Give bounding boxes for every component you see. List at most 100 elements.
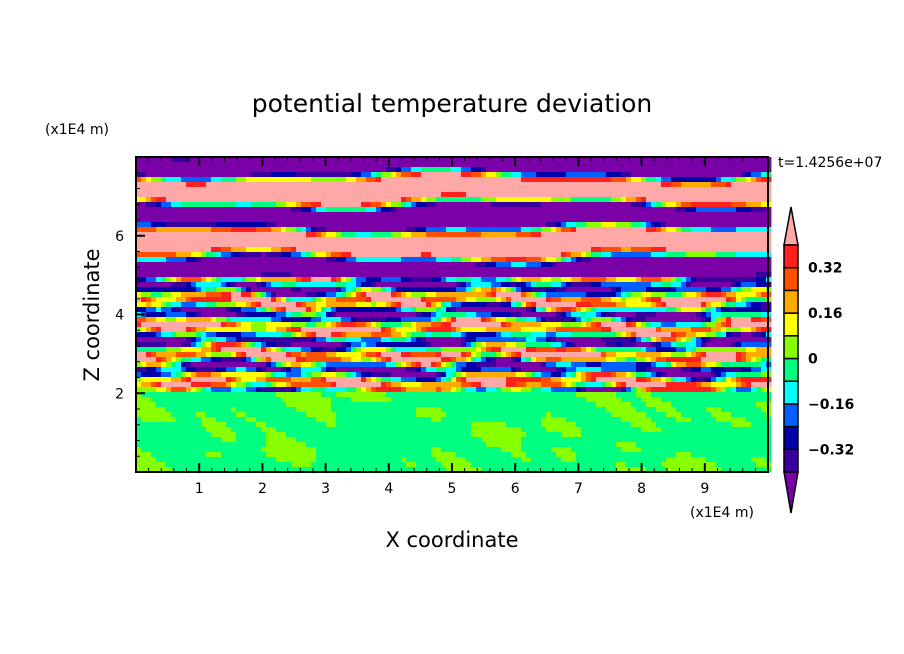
contour-cell (611, 242, 617, 248)
contour-cell (621, 172, 627, 178)
contour-cell (341, 327, 347, 333)
contour-cell (546, 237, 552, 243)
contour-cell (646, 312, 652, 318)
contour-cell (186, 277, 192, 283)
contour-cell (276, 327, 282, 333)
contour-cell (351, 272, 357, 278)
contour-cell (256, 232, 262, 238)
contour-cell (506, 252, 512, 258)
contour-cell (281, 172, 287, 178)
contour-cell (636, 317, 642, 323)
contour-cell (506, 192, 512, 198)
contour-cell (301, 332, 307, 338)
contour-cell (551, 307, 557, 313)
contour-cell (326, 272, 332, 278)
contour-cell (346, 222, 352, 228)
contour-cell (671, 197, 677, 203)
contour-cell (176, 317, 182, 323)
contour-cell (711, 317, 717, 323)
contour-cell (541, 347, 547, 353)
contour-cell (421, 167, 427, 173)
contour-cell (321, 162, 327, 168)
contour-cell (261, 342, 267, 348)
contour-cell (321, 302, 327, 308)
contour-cell (721, 167, 727, 173)
contour-cell (371, 332, 377, 338)
contour-cell (546, 167, 552, 173)
contour-cell (291, 202, 297, 208)
contour-cell (571, 302, 577, 308)
contour-cell (436, 332, 442, 338)
contour-cell (216, 282, 222, 288)
contour-cell (661, 192, 667, 198)
contour-cell (321, 172, 327, 178)
contour-cell (691, 202, 697, 208)
contour-cell (346, 212, 352, 218)
contour-cell (291, 162, 297, 168)
contour-cell (286, 237, 292, 243)
contour-cell (496, 172, 502, 178)
contour-cell (606, 202, 612, 208)
contour-cell (581, 347, 587, 353)
contour-cell (206, 262, 212, 268)
contour-cell (601, 262, 607, 268)
contour-cell (691, 157, 697, 163)
contour-cell (321, 177, 327, 183)
contour-cell (391, 247, 397, 253)
contour-cell (611, 312, 617, 318)
contour-cell (661, 227, 667, 233)
contour-cell (396, 202, 402, 208)
contour-cell (741, 257, 747, 263)
contour-cell (156, 302, 162, 308)
contour-cell (681, 217, 687, 223)
contour-cell (566, 182, 572, 188)
contour-cell (281, 242, 287, 248)
contour-cell (551, 167, 557, 173)
contour-cell (726, 157, 732, 163)
contour-cell (346, 197, 352, 203)
contour-cell (166, 337, 172, 343)
contour-cell (616, 192, 622, 198)
contour-cell (246, 252, 252, 258)
contour-cell (581, 172, 587, 178)
contour-cell (626, 172, 632, 178)
contour-cell (661, 292, 667, 298)
contour-cell (526, 322, 532, 328)
contour-cell (266, 177, 272, 183)
contour-cell (651, 287, 657, 293)
contour-cell (161, 157, 167, 163)
contour-cell (351, 237, 357, 243)
contour-cell (581, 342, 587, 348)
contour-cell (206, 257, 212, 263)
contour-cell (291, 332, 297, 338)
contour-cell (336, 217, 342, 223)
contour-cell (536, 212, 542, 218)
contour-cell (301, 347, 307, 353)
contour-cell (176, 167, 182, 173)
contour-cell (526, 197, 532, 203)
contour-cell (551, 177, 557, 183)
contour-cell (751, 227, 757, 233)
contour-cell (156, 342, 162, 348)
contour-cell (266, 347, 272, 353)
contour-cell (576, 197, 582, 203)
contour-cell (156, 267, 162, 273)
contour-cell (286, 167, 292, 173)
contour-cell (301, 262, 307, 268)
contour-cell (436, 172, 442, 178)
contour-cell (521, 187, 527, 193)
contour-cell (586, 252, 592, 258)
contour-cell (406, 347, 412, 353)
contour-cell (686, 207, 692, 213)
contour-cell (516, 177, 522, 183)
contour-cell (401, 252, 407, 258)
contour-cell (151, 287, 157, 293)
contour-cell (191, 252, 197, 258)
contour-cell (316, 197, 322, 203)
contour-cell (206, 302, 212, 308)
contour-cell (411, 227, 417, 233)
contour-cell (541, 167, 547, 173)
contour-cell (611, 297, 617, 303)
contour-cell (571, 262, 577, 268)
contour-cell (346, 277, 352, 283)
